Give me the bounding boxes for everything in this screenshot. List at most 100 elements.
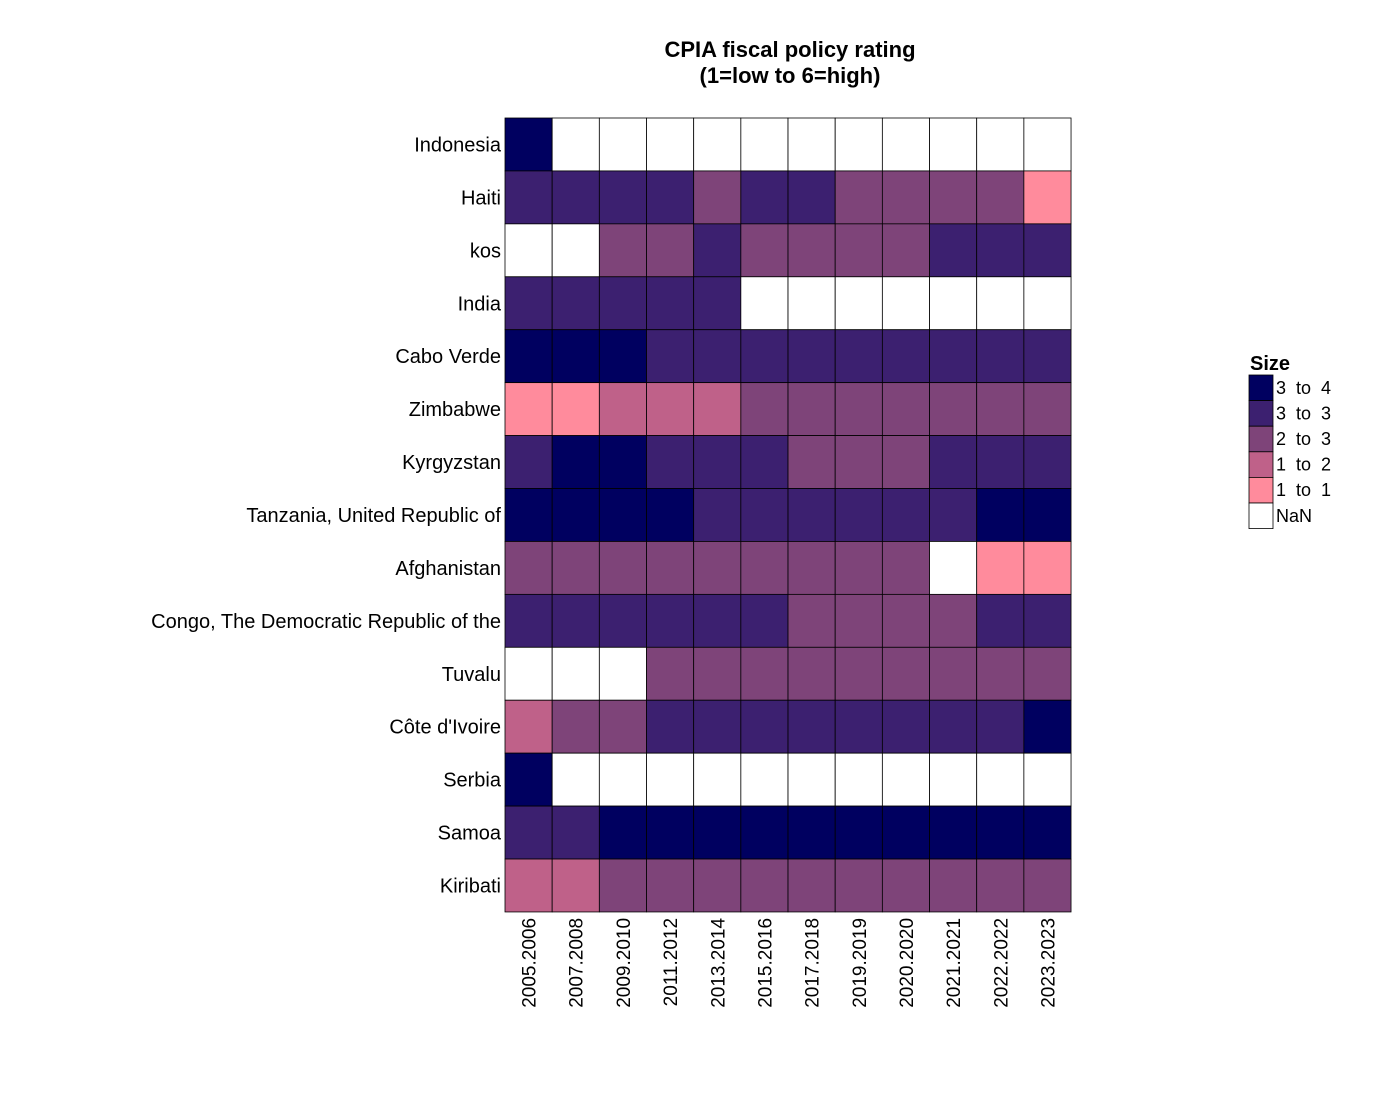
heatmap-cell-tuvalu-2009-2010 (598, 646, 647, 701)
legend-key-1 (1248, 400, 1274, 427)
column-label-2009-2010: 2009.2010 (614, 918, 635, 1008)
heatmap-cell-india-2007-2008 (551, 276, 600, 331)
heatmap-cell-c-te-d-ivoire-2007-2008 (551, 699, 600, 754)
heatmap-cell-serbia-2015-2016 (740, 752, 789, 807)
heatmap-cell-samoa-2020-2020 (881, 805, 930, 860)
legend-key-0 (1248, 374, 1274, 402)
heatmap-cell-samoa-2019-2019 (834, 805, 883, 860)
heatmap-cell-kyrgyzstan-2011-2012 (646, 435, 695, 489)
heatmap-cell-serbia-2021-2021 (929, 752, 978, 807)
heatmap-cell-kos-2007-2008 (551, 223, 600, 278)
heatmap-cell-kyrgyzstan-2015-2016 (740, 435, 789, 489)
heatmap-cell-india-2020-2020 (881, 276, 930, 331)
column-label-2015-2016: 2015.2016 (755, 918, 776, 1008)
heatmap-cell-serbia-2019-2019 (834, 752, 883, 807)
legend-label-5: NaN (1276, 506, 1312, 526)
heatmap-cell-c-te-d-ivoire-2013-2014 (693, 699, 742, 754)
heatmap-cell-serbia-2013-2014 (693, 752, 742, 807)
heatmap-cell-kos-2023-2023 (1023, 223, 1072, 278)
heatmap-cell-afghanistan-2021-2021 (929, 541, 978, 595)
heatmap-cell-tanzania-united-republic-of-2011-2012 (646, 488, 695, 542)
row-label-india: India (458, 293, 502, 315)
heatmap-cell-congo-the-democratic-republic-of-the-2023-2023 (1023, 593, 1072, 648)
chart-title: CPIA fiscal policy rating (664, 37, 915, 62)
heatmap-cell-kyrgyzstan-2017-2018 (787, 435, 836, 489)
heatmap-cell-india-2005-2006 (504, 276, 553, 331)
heatmap-cell-congo-the-democratic-republic-of-the-2022-2022 (976, 593, 1025, 648)
row-label-haiti: Haiti (461, 187, 501, 209)
heatmap-cell-kos-2019-2019 (834, 223, 883, 278)
column-label-2011-2012: 2011.2012 (661, 918, 682, 1006)
heatmap-cell-c-te-d-ivoire-2009-2010 (598, 699, 647, 754)
row-label-tanzania-united-republic-of: Tanzania, United Republic of (246, 505, 501, 527)
heatmap-cell-indonesia-2023-2023 (1023, 117, 1072, 172)
heatmap-cell-kiribati-2013-2014 (693, 858, 742, 913)
heatmap-cell-tanzania-united-republic-of-2007-2008 (551, 488, 600, 542)
heatmap-cell-indonesia-2021-2021 (929, 117, 978, 172)
heatmap-cell-haiti-2017-2018 (787, 170, 836, 225)
heatmap-cell-kos-2017-2018 (787, 223, 836, 278)
heatmap-cell-samoa-2017-2018 (787, 805, 836, 860)
heatmap-cell-serbia-2009-2010 (598, 752, 647, 807)
heatmap-cell-congo-the-democratic-republic-of-the-2021-2021 (929, 593, 978, 648)
column-label-2020-2020: 2020.2020 (897, 918, 918, 1008)
heatmap-cell-c-te-d-ivoire-2011-2012 (646, 699, 695, 754)
column-label-2017-2018: 2017.2018 (803, 918, 824, 1008)
heatmap-cell-c-te-d-ivoire-2019-2019 (834, 699, 883, 754)
row-label-zimbabwe: Zimbabwe (409, 399, 501, 421)
heatmap-cell-serbia-2022-2022 (976, 752, 1025, 807)
heatmap-cell-samoa-2013-2014 (693, 805, 742, 860)
column-label-2013-2014: 2013.2014 (708, 918, 729, 1008)
heatmap-cell-haiti-2007-2008 (551, 170, 600, 225)
heatmap-cell-cabo-verde-2021-2021 (929, 329, 978, 384)
heatmap-cell-cabo-verde-2011-2012 (646, 329, 695, 384)
heatmap-cell-indonesia-2022-2022 (976, 117, 1025, 172)
heatmap-cell-tuvalu-2005-2006 (504, 646, 553, 701)
heatmap-cell-kiribati-2011-2012 (646, 858, 695, 913)
heatmap-cell-afghanistan-2017-2018 (787, 541, 836, 595)
legend-label-3: 1 to 2 (1276, 455, 1331, 475)
heatmap-cell-kyrgyzstan-2013-2014 (693, 435, 742, 489)
heatmap-cell-cabo-verde-2019-2019 (834, 329, 883, 384)
heatmap-cell-kyrgyzstan-2020-2020 (881, 435, 930, 489)
heatmap-cell-samoa-2023-2023 (1023, 805, 1072, 860)
heatmap-cell-samoa-2015-2016 (740, 805, 789, 860)
heatmap-cell-zimbabwe-2022-2022 (976, 382, 1025, 436)
heatmap-cell-tanzania-united-republic-of-2005-2006 (504, 488, 553, 542)
heatmap-cell-afghanistan-2013-2014 (693, 541, 742, 595)
legend-label-2: 2 to 3 (1276, 429, 1331, 449)
heatmap-cell-c-te-d-ivoire-2005-2006 (504, 699, 553, 754)
heatmap-cell-kos-2011-2012 (646, 223, 695, 278)
heatmap-cell-cabo-verde-2013-2014 (693, 329, 742, 384)
heatmap-cell-cabo-verde-2005-2006 (504, 329, 553, 384)
heatmap-cell-indonesia-2005-2006 (504, 117, 553, 172)
heatmap-cell-afghanistan-2011-2012 (646, 541, 695, 595)
heatmap-cell-kiribati-2020-2020 (881, 858, 930, 913)
heatmap-cell-haiti-2022-2022 (976, 170, 1025, 225)
row-label-samoa: Samoa (438, 823, 502, 845)
heatmap-cell-serbia-2020-2020 (881, 752, 930, 807)
heatmap-cell-afghanistan-2015-2016 (740, 541, 789, 595)
heatmap-cell-kos-2020-2020 (881, 223, 930, 278)
heatmap-cell-zimbabwe-2009-2010 (598, 382, 647, 436)
heatmap-cell-kos-2015-2016 (740, 223, 789, 278)
heatmap-cell-kyrgyzstan-2019-2019 (834, 435, 883, 489)
heatmap-cell-kiribati-2017-2018 (787, 858, 836, 913)
heatmap-cell-tanzania-united-republic-of-2019-2019 (834, 488, 883, 542)
heatmap-cell-india-2022-2022 (976, 276, 1025, 331)
heatmap-cell-indonesia-2015-2016 (740, 117, 789, 172)
legend-key-5 (1248, 502, 1274, 530)
row-labels: Indonesia Haiti kos India Cabo Verde Zimbabwe… (151, 134, 502, 897)
chart-subtitle: (1=low to 6=high) (700, 63, 881, 88)
heatmap-cell-afghanistan-2005-2006 (504, 541, 553, 595)
heatmap-cell-haiti-2013-2014 (693, 170, 742, 225)
heatmap-cell-haiti-2021-2021 (929, 170, 978, 225)
heatmap-cell-tanzania-united-republic-of-2015-2016 (740, 488, 789, 542)
heatmap-cell-cabo-verde-2017-2018 (787, 329, 836, 384)
heatmap-cell-kiribati-2005-2006 (504, 858, 553, 913)
heatmap-cell-serbia-2005-2006 (504, 752, 553, 807)
heatmap-cell-samoa-2007-2008 (551, 805, 600, 860)
heatmap-cell-tuvalu-2011-2012 (646, 646, 695, 701)
heatmap-cell-india-2017-2018 (787, 276, 836, 331)
